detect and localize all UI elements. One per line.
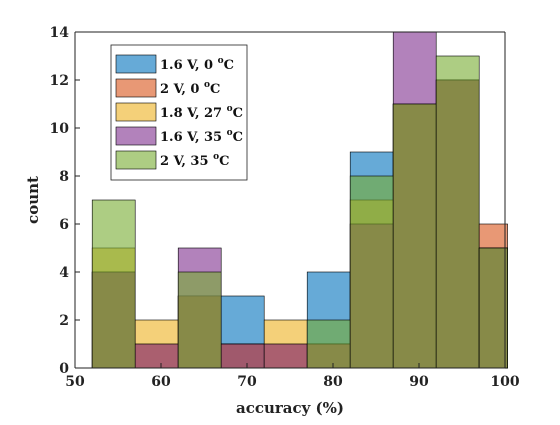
legend-text-unit: C bbox=[233, 106, 243, 121]
bar-s4-bin6 bbox=[349, 175, 394, 369]
legend-label-0: 1.6 V, 0 oC bbox=[160, 56, 234, 73]
legend-label-3: 1.6 V, 35 oC bbox=[160, 128, 243, 145]
bars-layer bbox=[91, 31, 508, 369]
legend-text-unit: C bbox=[210, 82, 220, 97]
legend-text-main: 1.6 V, 0 bbox=[160, 58, 218, 73]
y-tick-label-14: 14 bbox=[50, 25, 70, 41]
bar-s4-bin2 bbox=[177, 271, 222, 369]
legend-text-unit: C bbox=[219, 154, 229, 169]
x-tick-label-70: 70 bbox=[237, 374, 257, 390]
axis-labels-layer: accuracy (%) count bbox=[24, 176, 344, 417]
legend-text-degree: o bbox=[218, 56, 224, 66]
legend-label-1: 2 V, 0 oC bbox=[160, 80, 220, 97]
legend-text-main: 1.8 V, 27 bbox=[160, 106, 227, 121]
legend-text-degree: o bbox=[204, 80, 210, 90]
bar-s4-bin7 bbox=[392, 103, 437, 369]
bar-s4-bin-last bbox=[478, 247, 508, 369]
legend-text-main: 2 V, 0 bbox=[160, 82, 204, 97]
y-tick-label-4: 4 bbox=[59, 265, 69, 281]
bar-s3-bin1 bbox=[134, 343, 179, 369]
x-axis-label: accuracy (%) bbox=[236, 399, 344, 417]
ticks-layer: 50 60 70 80 90 100 0 2 4 6 8 10 12 14 bbox=[50, 25, 520, 390]
legend-swatch-3 bbox=[115, 126, 157, 146]
legend-label-4: 2 V, 35 oC bbox=[160, 152, 229, 169]
legend-text-degree: o bbox=[213, 152, 219, 162]
y-tick-label-2: 2 bbox=[59, 313, 69, 329]
bar-s4-bin0 bbox=[91, 199, 136, 369]
y-tick-label-0: 0 bbox=[59, 361, 69, 377]
bar-s4-bin8 bbox=[435, 55, 480, 369]
legend-text-main: 2 V, 35 bbox=[160, 154, 213, 169]
x-tick-label-90: 90 bbox=[409, 374, 429, 390]
bar-s4-bin5 bbox=[306, 319, 351, 369]
legend-text-unit: C bbox=[233, 130, 243, 145]
y-tick-label-10: 10 bbox=[50, 121, 70, 137]
y-tick-label-8: 8 bbox=[59, 169, 69, 185]
bar-s3-bin3 bbox=[220, 343, 265, 369]
legend-text-degree: o bbox=[227, 128, 233, 138]
x-tick-label-100: 100 bbox=[490, 374, 519, 390]
legend: 1.6 V, 0 oC2 V, 0 oC1.8 V, 27 oC1.6 V, 3… bbox=[110, 44, 248, 181]
legend-swatch-1 bbox=[115, 78, 157, 98]
y-tick-label-6: 6 bbox=[59, 217, 69, 233]
legend-swatch-0 bbox=[115, 54, 157, 74]
axes-layer bbox=[74, 31, 506, 369]
legend-swatch-4 bbox=[115, 150, 157, 170]
legend-text-unit: C bbox=[224, 58, 234, 73]
x-tick-label-60: 60 bbox=[151, 374, 171, 390]
legend-label-2: 1.8 V, 27 oC bbox=[160, 104, 243, 121]
y-axis-label: count bbox=[24, 176, 42, 224]
legend-swatch-2 bbox=[115, 102, 157, 122]
legend-text-degree: o bbox=[227, 104, 233, 114]
x-tick-label-80: 80 bbox=[323, 374, 343, 390]
y-tick-label-12: 12 bbox=[50, 73, 69, 89]
x-tick-label-50: 50 bbox=[65, 374, 85, 390]
legend-text-main: 1.6 V, 35 bbox=[160, 130, 227, 145]
bar-s3-bin4 bbox=[263, 343, 308, 369]
